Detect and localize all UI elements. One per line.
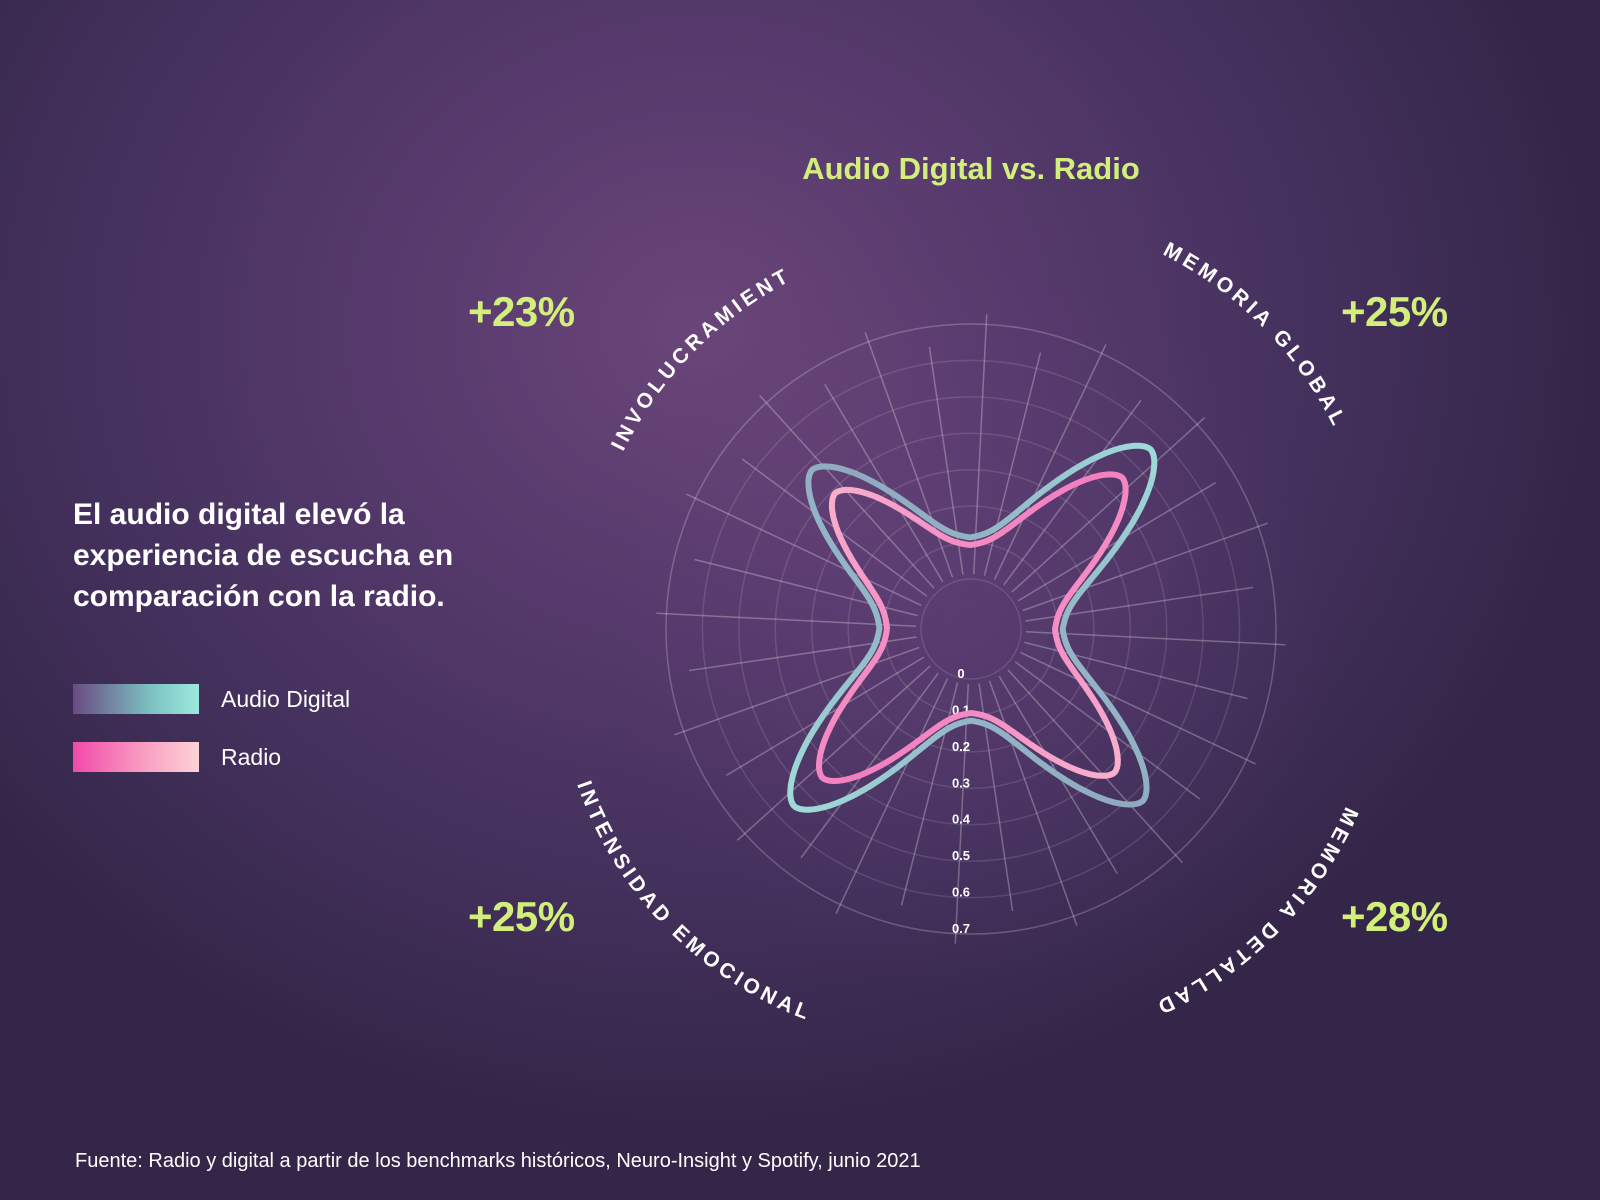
uplift-intensidad-emocional: +25% xyxy=(468,893,575,940)
legend-item-audio-digital: Audio Digital xyxy=(73,684,350,714)
series-radio xyxy=(816,471,1129,784)
legend-swatch-radio xyxy=(73,742,199,772)
grid-ring xyxy=(665,323,1277,935)
source-footnote: Fuente: Radio y digital a partir de los … xyxy=(75,1150,921,1172)
tick-label: 0 xyxy=(957,666,964,681)
grid-spoke xyxy=(954,683,970,944)
tick-label: 0.3 xyxy=(952,775,970,790)
grid-spoke xyxy=(1025,630,1286,646)
grid-ring xyxy=(810,468,1132,790)
legend: Audio Digital Radio xyxy=(73,684,350,800)
legend-item-radio: Radio xyxy=(73,742,350,772)
tick-label: 0.5 xyxy=(952,848,970,863)
grid-spoke xyxy=(1022,522,1268,612)
chart-title: Audio Digital vs. Radio xyxy=(802,151,1140,186)
uplift-involucramiento: +23% xyxy=(468,288,575,335)
grid-spoke xyxy=(800,672,939,859)
grid-spoke xyxy=(1003,399,1142,586)
headline: El audio digital elevó la experiencia de… xyxy=(73,498,454,613)
grid-spoke xyxy=(1011,417,1206,593)
grid-ring xyxy=(701,359,1241,899)
grid-ring xyxy=(774,432,1168,826)
grid-spoke xyxy=(1020,651,1256,765)
grid-ring xyxy=(920,578,1022,680)
grid-spoke xyxy=(656,612,917,628)
grid-spoke xyxy=(988,680,1078,926)
grid-spoke xyxy=(686,493,922,607)
uplift-memoria-global: +25% xyxy=(1341,288,1448,335)
grid-spoke xyxy=(972,314,988,575)
grid-spoke xyxy=(993,344,1107,580)
grid-ring xyxy=(738,396,1204,862)
grid-spoke xyxy=(824,384,944,583)
grid-spoke xyxy=(835,678,949,914)
tick-label: 0.2 xyxy=(952,739,970,754)
grid-ring xyxy=(847,505,1095,753)
grid-spoke xyxy=(736,665,931,841)
radar-grid-rings xyxy=(665,323,1277,935)
series-audio-digital xyxy=(787,442,1158,813)
grid-spoke xyxy=(674,646,920,736)
tick-label: 0.4 xyxy=(952,812,971,827)
legend-swatch-audio-digital xyxy=(73,684,199,714)
uplift-memoria-detallada: +28% xyxy=(1341,893,1448,940)
tick-label: 0.6 xyxy=(952,885,970,900)
category-label-involucramiento: INVOLUCRAMIENTO xyxy=(0,0,795,454)
grid-spoke xyxy=(1007,669,1183,864)
tick-label: 0.7 xyxy=(952,921,970,936)
legend-label-audio-digital: Audio Digital xyxy=(221,685,351,712)
legend-label-radio: Radio xyxy=(221,743,282,770)
